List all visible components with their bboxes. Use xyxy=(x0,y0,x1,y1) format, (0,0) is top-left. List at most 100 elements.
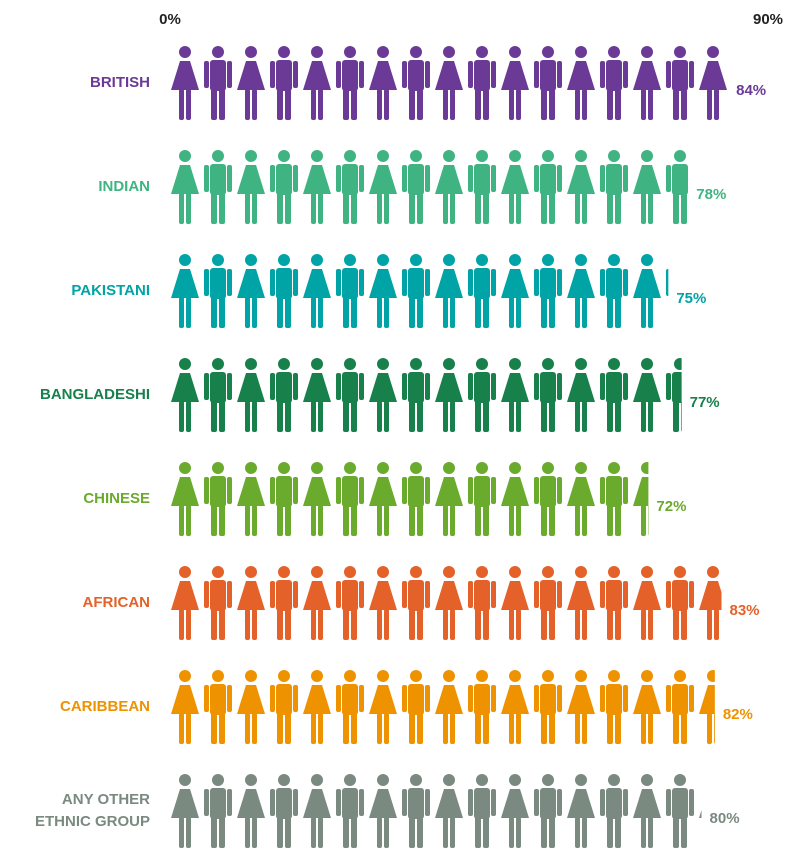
icon-row xyxy=(171,150,689,224)
person-icon xyxy=(600,774,628,848)
person-icon xyxy=(171,670,199,744)
person-icon xyxy=(567,566,595,640)
person-icon xyxy=(435,462,463,536)
value-label: 80% xyxy=(710,810,740,827)
category-text: ANY OTHER ETHNIC GROUP xyxy=(34,791,150,830)
person-icon xyxy=(567,46,595,120)
person-icon xyxy=(369,462,397,536)
icon-row xyxy=(171,566,722,640)
person-icon xyxy=(369,150,397,224)
person-icon xyxy=(435,774,463,848)
person-icon xyxy=(237,254,265,328)
person-icon xyxy=(468,358,496,432)
category-label: INDIAN xyxy=(20,157,150,217)
person-icon xyxy=(600,670,628,744)
person-icon xyxy=(534,46,562,120)
person-icon xyxy=(666,566,694,640)
person-icon xyxy=(336,566,364,640)
value-label: 78% xyxy=(696,186,726,203)
person-icon xyxy=(336,670,364,744)
icon-row xyxy=(171,774,702,848)
person-icon xyxy=(435,46,463,120)
value-label: 82% xyxy=(723,706,753,723)
person-icon xyxy=(501,358,529,432)
category-label: CHINESE xyxy=(20,469,150,529)
category-text: PAKISTANI xyxy=(71,282,150,299)
person-icon xyxy=(501,150,529,224)
person-icon xyxy=(600,46,628,120)
person-icon xyxy=(303,566,331,640)
person-icon xyxy=(435,566,463,640)
person-icon xyxy=(633,150,661,224)
category-text: CARIBBEAN xyxy=(60,698,150,715)
value-label: 83% xyxy=(729,602,759,619)
person-icon xyxy=(171,150,199,224)
person-icon xyxy=(402,358,430,432)
person-icon xyxy=(468,150,496,224)
person-icon xyxy=(204,462,232,536)
category-text: CHINESE xyxy=(83,490,150,507)
person-icon xyxy=(369,254,397,328)
person-icon xyxy=(468,254,496,328)
person-icon xyxy=(237,462,265,536)
person-icon xyxy=(666,46,694,120)
person-icon xyxy=(402,670,430,744)
person-icon xyxy=(534,462,562,536)
person-icon xyxy=(534,566,562,640)
value-label: 72% xyxy=(656,498,686,515)
person-icon xyxy=(303,462,331,536)
person-icon xyxy=(237,566,265,640)
person-icon xyxy=(237,150,265,224)
person-icon xyxy=(270,566,298,640)
person-icon xyxy=(204,254,232,328)
person-icon xyxy=(567,670,595,744)
person-icon xyxy=(303,46,331,120)
person-icon xyxy=(534,358,562,432)
person-icon xyxy=(369,670,397,744)
person-icon xyxy=(270,462,298,536)
person-icon xyxy=(501,46,529,120)
person-icon xyxy=(369,46,397,120)
person-icon xyxy=(402,774,430,848)
person-icon xyxy=(369,566,397,640)
icon-row xyxy=(171,254,669,328)
person-icon xyxy=(270,46,298,120)
x-tick-label: 90% xyxy=(753,11,783,28)
person-icon xyxy=(204,670,232,744)
person-icon xyxy=(501,566,529,640)
category-label: CARIBBEAN xyxy=(20,677,150,737)
person-icon xyxy=(204,774,232,848)
person-icon xyxy=(501,254,529,328)
person-icon xyxy=(435,670,463,744)
person-icon xyxy=(171,774,199,848)
person-icon xyxy=(270,150,298,224)
icon-row xyxy=(171,46,727,120)
person-icon xyxy=(435,150,463,224)
person-icon xyxy=(204,566,232,640)
person-icon xyxy=(336,462,364,536)
icon-row xyxy=(171,358,682,432)
person-icon xyxy=(237,670,265,744)
person-icon xyxy=(303,150,331,224)
person-icon xyxy=(336,774,364,848)
person-icon xyxy=(534,774,562,848)
person-icon xyxy=(534,150,562,224)
person-icon xyxy=(435,358,463,432)
person-icon xyxy=(501,462,529,536)
icon-row xyxy=(171,462,649,536)
person-icon xyxy=(204,150,232,224)
person-icon xyxy=(633,566,661,640)
category-label: BANGLADESHI xyxy=(20,365,150,425)
person-icon xyxy=(468,774,496,848)
person-icon xyxy=(633,46,661,120)
person-icon xyxy=(336,254,364,328)
person-icon xyxy=(270,254,298,328)
person-icon xyxy=(402,462,430,536)
person-icon xyxy=(270,358,298,432)
person-icon xyxy=(633,254,661,328)
person-icon xyxy=(501,670,529,744)
category-text: BRITISH xyxy=(90,74,150,91)
person-icon xyxy=(600,462,628,536)
person-icon xyxy=(600,358,628,432)
